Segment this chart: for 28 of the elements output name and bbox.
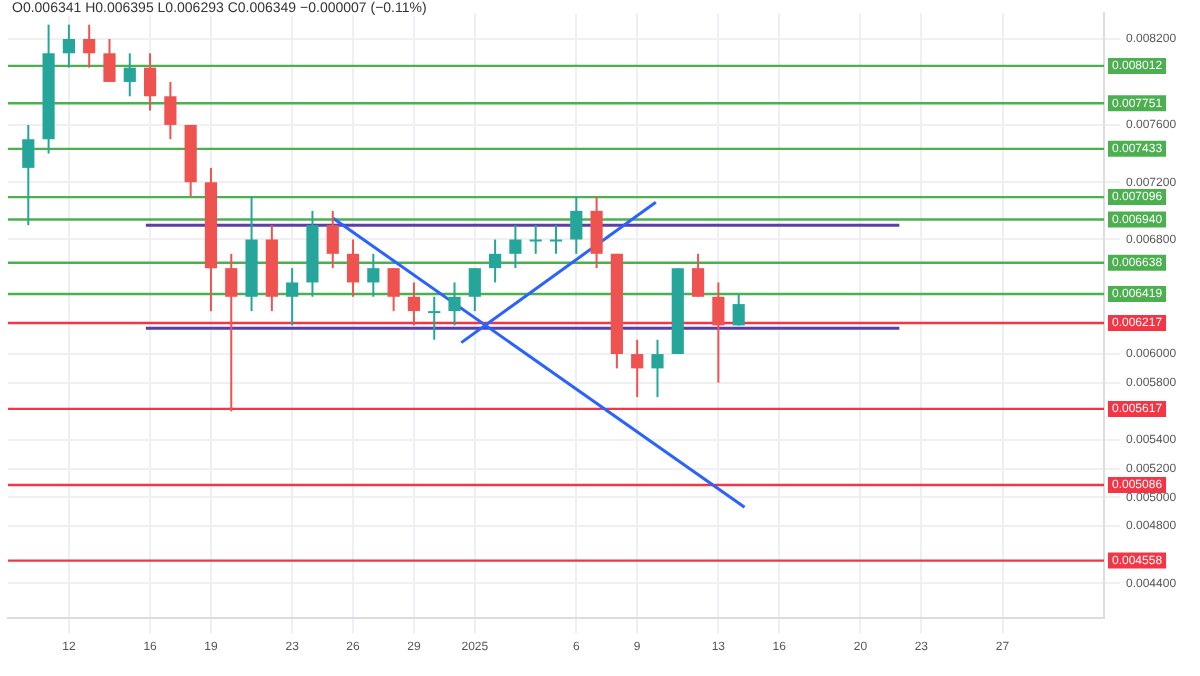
candlestick — [407, 281, 421, 327]
candlestick — [103, 37, 116, 83]
candlestick — [529, 224, 542, 255]
candlestick — [22, 123, 35, 227]
candlestick — [448, 281, 461, 327]
candlestick — [428, 295, 441, 341]
candlestick — [367, 252, 380, 298]
candlestick — [732, 293, 745, 327]
candlestick — [143, 52, 157, 112]
candlestick — [489, 238, 502, 284]
candlestick — [549, 224, 563, 255]
candlestick — [225, 252, 238, 413]
candlestick — [62, 23, 75, 69]
candlestick — [651, 338, 664, 399]
candlestick — [164, 80, 177, 141]
candlestick — [123, 52, 136, 98]
candlestick — [590, 195, 603, 270]
candlestick — [286, 267, 299, 327]
candlestick — [83, 23, 96, 69]
candlestick — [468, 267, 481, 313]
candlestick — [509, 224, 522, 270]
candlestick — [570, 195, 583, 255]
candlestick — [326, 209, 339, 270]
candlestick — [387, 267, 400, 313]
candlestick — [712, 281, 725, 384]
candlestick — [691, 252, 705, 298]
candlestick — [631, 338, 644, 399]
candlestick — [346, 238, 360, 298]
